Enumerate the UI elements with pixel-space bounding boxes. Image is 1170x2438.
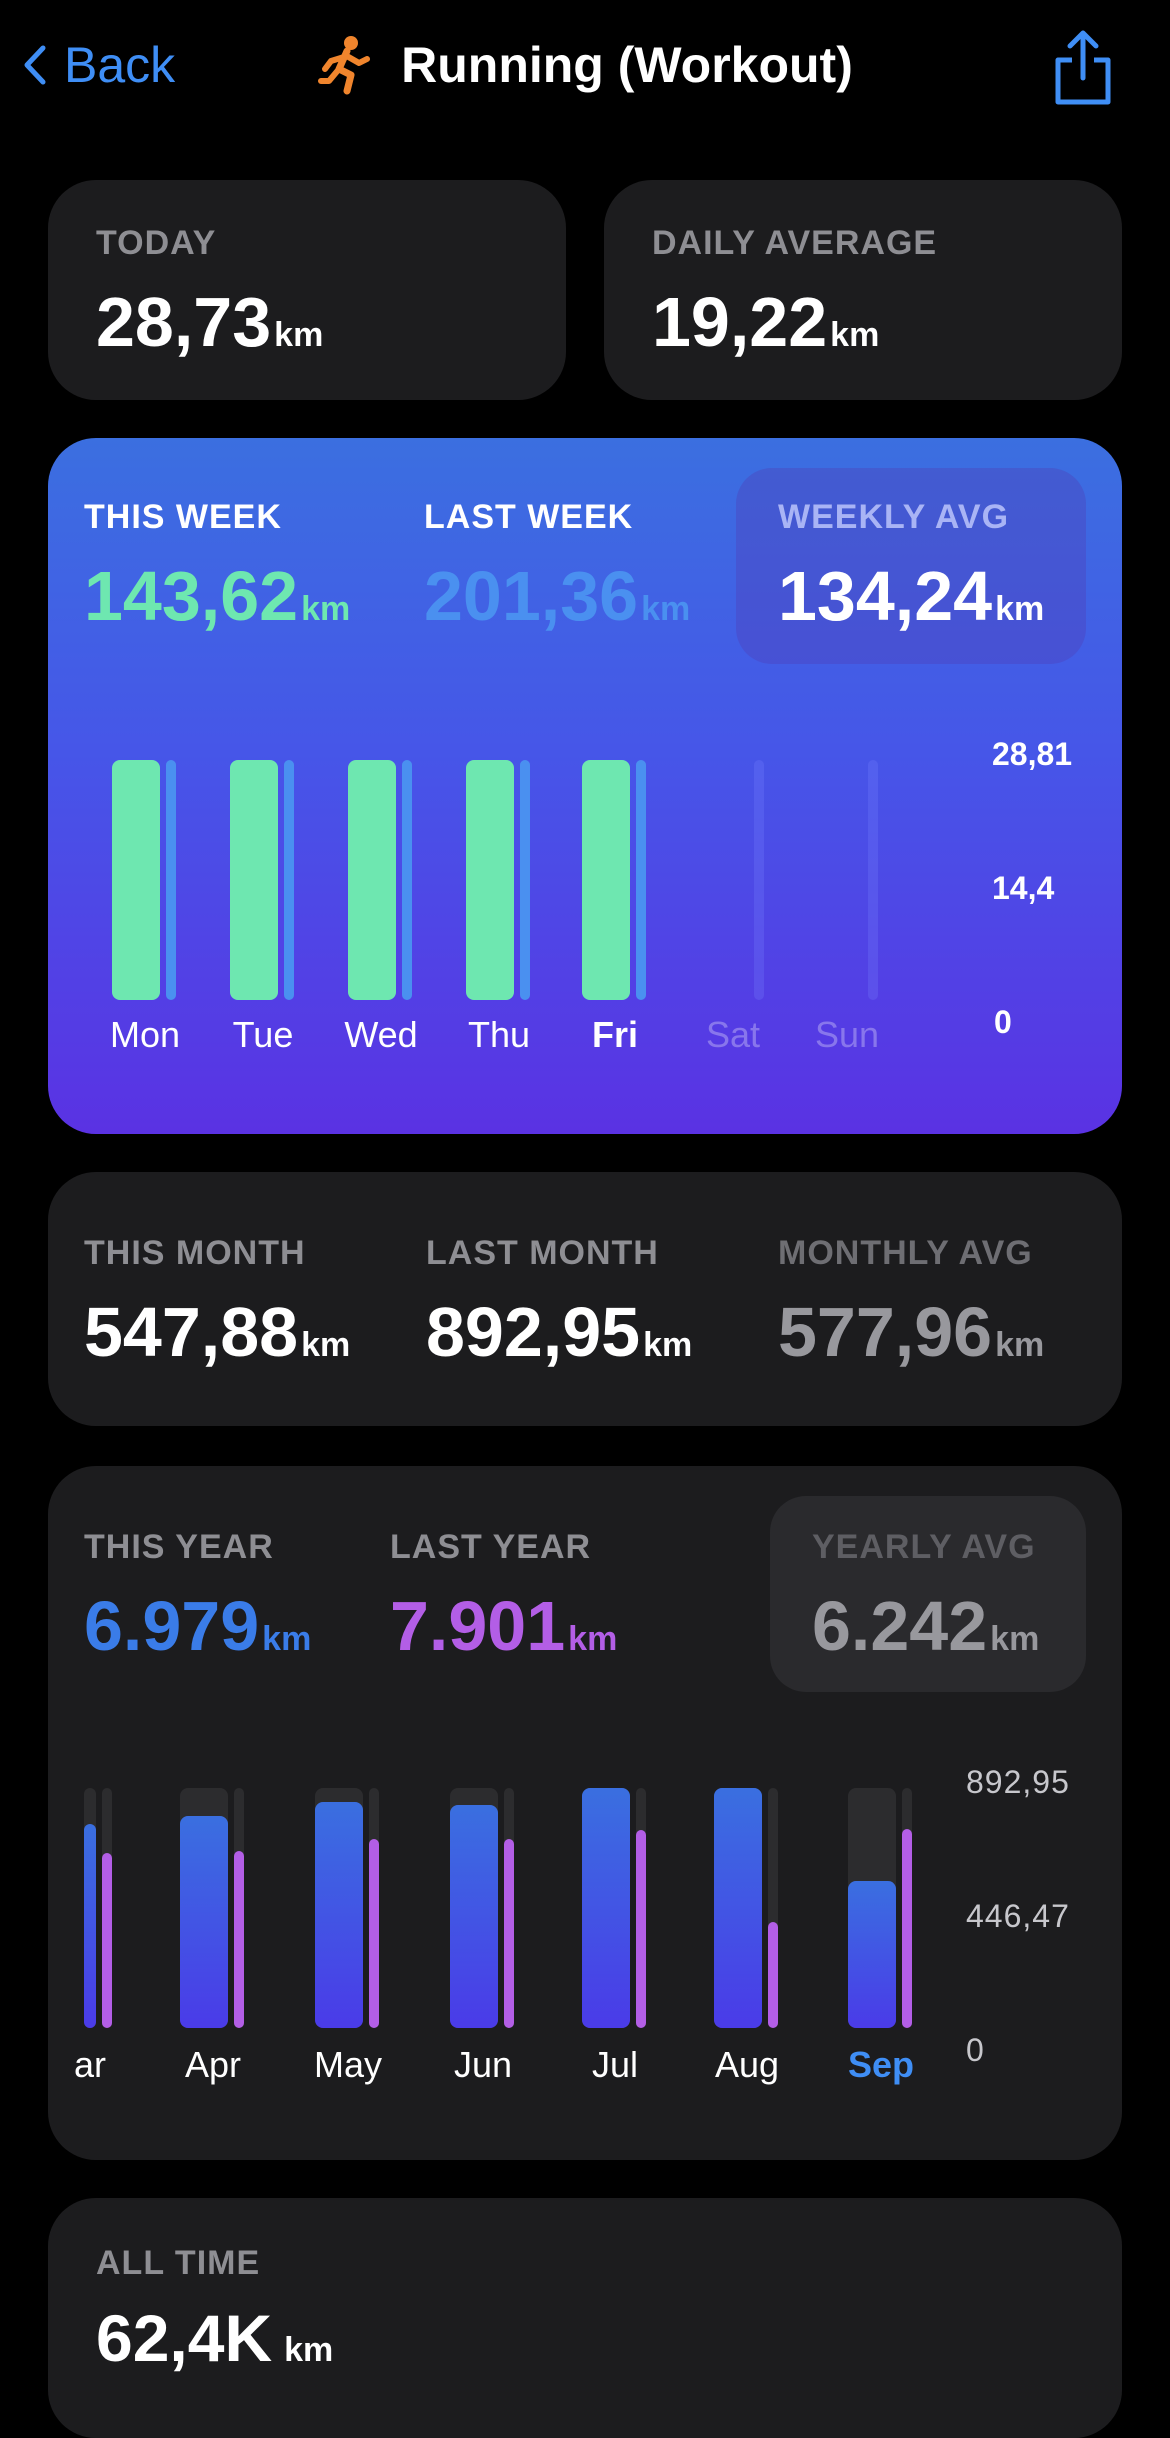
monthly-avg-label: MONTHLY AVG bbox=[778, 1234, 1033, 1272]
daily-average-card bbox=[604, 180, 1122, 400]
page-title: Running (Workout) bbox=[401, 37, 853, 93]
yearly-avg-value: 6.242km bbox=[812, 1587, 1040, 1665]
all-time-value: 62,4K km bbox=[96, 2301, 334, 2375]
weekly-avg-value: 134,24km bbox=[778, 557, 1045, 635]
last-month-label: LAST MONTH bbox=[426, 1234, 659, 1272]
this-year-value: 6.979km bbox=[84, 1587, 312, 1665]
this-month-value: 547,88km bbox=[84, 1293, 351, 1371]
this-month-label: THIS MONTH bbox=[84, 1234, 306, 1272]
running-figure-icon bbox=[318, 36, 371, 95]
back-button[interactable]: Back bbox=[24, 30, 175, 100]
this-week-label: THIS WEEK bbox=[84, 498, 282, 536]
back-label: Back bbox=[64, 37, 176, 93]
daily-average-label: DAILY AVERAGE bbox=[652, 224, 938, 262]
all-time-label: ALL TIME bbox=[96, 2244, 261, 2282]
today-card bbox=[48, 180, 566, 400]
page-title-group: Running (Workout) bbox=[0, 30, 1170, 100]
last-week-value: 201,36km bbox=[424, 557, 691, 635]
yearly-avg-box bbox=[770, 1496, 1086, 1692]
last-year-value: 7.901km bbox=[390, 1587, 618, 1665]
monthly-card bbox=[48, 1172, 1122, 1426]
last-year-label: LAST YEAR bbox=[390, 1528, 592, 1566]
daily-average-value: 19,22km bbox=[652, 283, 880, 361]
last-month-value: 892,95km bbox=[426, 1293, 693, 1371]
weekly-avg-box bbox=[736, 468, 1086, 664]
last-week-label: LAST WEEK bbox=[424, 498, 634, 536]
this-week-value: 143,62km bbox=[84, 557, 351, 635]
today-value: 28,73km bbox=[96, 283, 324, 361]
yearly-avg-label: YEARLY AVG bbox=[812, 1528, 1036, 1566]
today-label: TODAY bbox=[96, 224, 217, 262]
share-icon[interactable] bbox=[1052, 30, 1114, 106]
monthly-avg-value: 577,96km bbox=[778, 1293, 1045, 1371]
this-year-label: THIS YEAR bbox=[84, 1528, 274, 1566]
chevron-left-icon bbox=[24, 45, 46, 85]
weekly-avg-label: WEEKLY AVG bbox=[778, 498, 1010, 536]
